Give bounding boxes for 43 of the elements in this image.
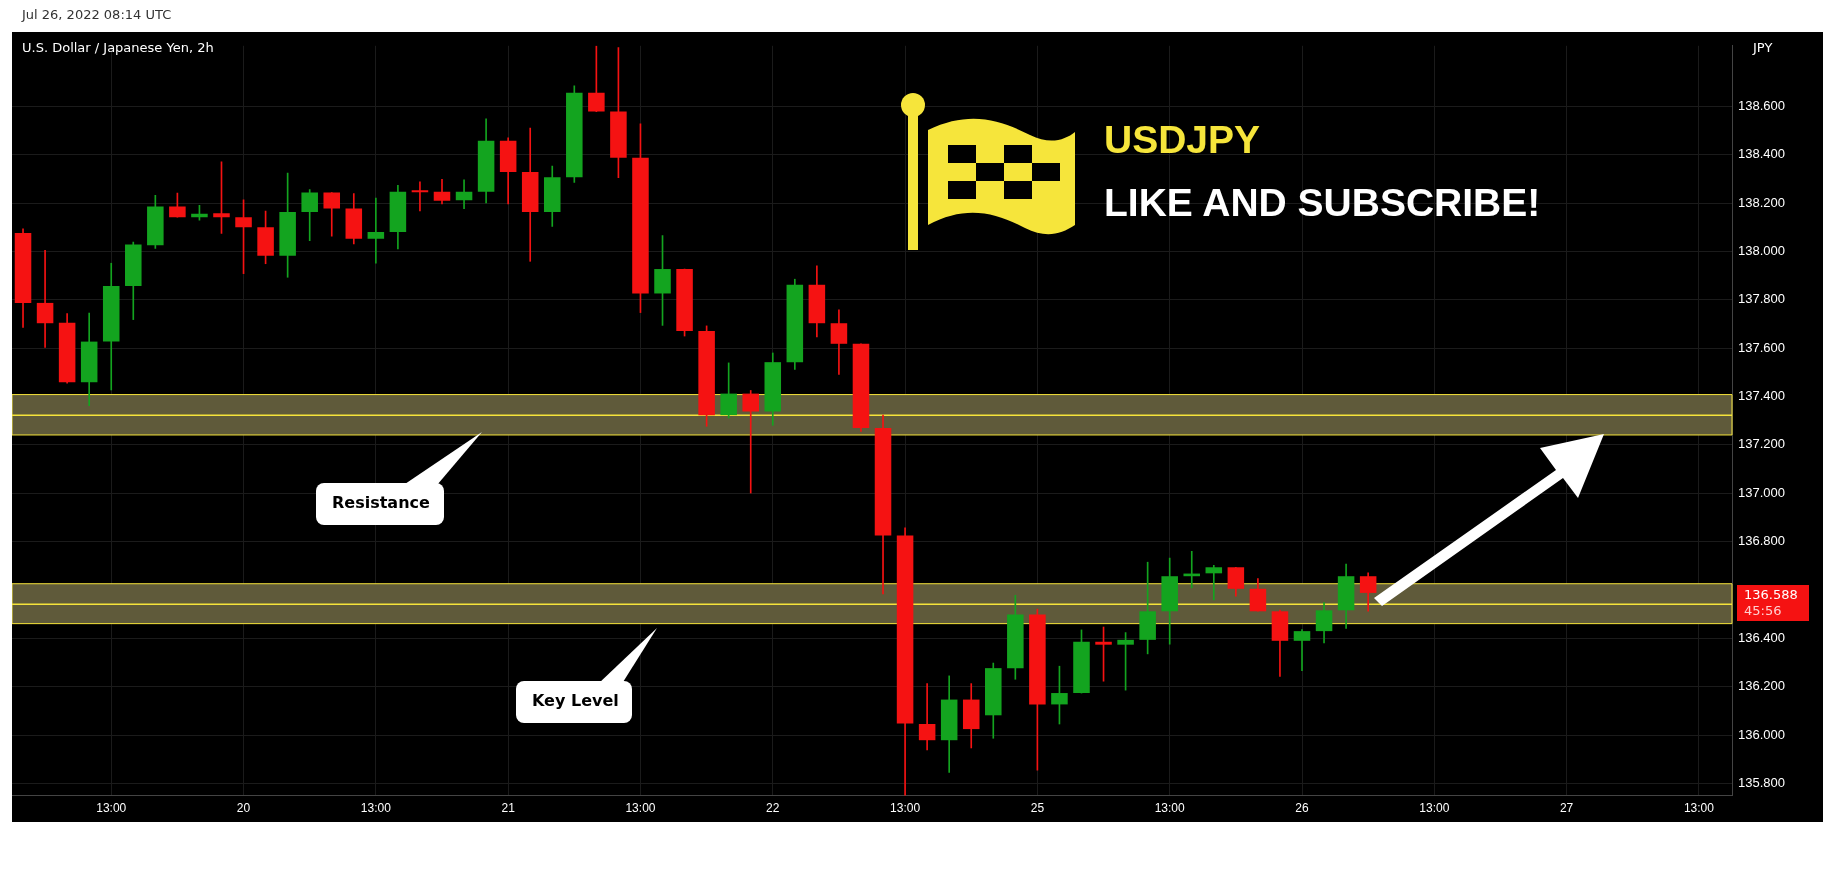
candlestick xyxy=(367,197,385,264)
y-tick-label: 137.400 xyxy=(1738,388,1785,404)
text: 136.588 xyxy=(1744,587,1798,602)
x-tick-label: 13:00 xyxy=(360,801,392,816)
annotation: Resistance xyxy=(331,492,431,514)
y-tick-label: 138.400 xyxy=(1738,146,1785,162)
x-tick-label: 13:00 xyxy=(1154,801,1186,816)
y-tick-label: 137.600 xyxy=(1738,339,1785,355)
x-tick-label: 13:00 xyxy=(1683,801,1715,816)
x-tick-label: 13:00 xyxy=(890,801,921,816)
annotation: LIKE AND SUBSCRIBE! xyxy=(1104,181,1541,225)
text: 45:56 xyxy=(1744,603,1782,618)
x-tick-label: 13:00 xyxy=(625,801,656,816)
y-tick-label: 138.200 xyxy=(1738,194,1785,210)
y-tick-label: 137.800 xyxy=(1738,291,1785,307)
y-tick-label: 138.000 xyxy=(1738,242,1785,258)
candlestick xyxy=(36,250,54,348)
y-tick-label: 137.000 xyxy=(1738,484,1785,500)
y-tick-label: 136.800 xyxy=(1738,533,1785,549)
y-axis-title: JPY xyxy=(1753,40,1773,55)
y-tick-label: 137.200 xyxy=(1738,436,1785,452)
annotation: USDJPY xyxy=(1104,118,1261,162)
x-tick-label: 26 xyxy=(1295,801,1309,816)
text: Jul 26, 2022 08:14 UTC xyxy=(22,7,172,22)
chart-title: U.S. Dollar / Japanese Yen, 2h xyxy=(22,40,214,55)
x-tick-label: 13:00 xyxy=(96,801,127,816)
annotation: Key Level xyxy=(531,690,620,712)
x-tick-label: 27 xyxy=(1559,801,1574,816)
candlestick xyxy=(918,683,936,751)
x-tick-label: 13:00 xyxy=(1419,801,1450,816)
y-tick-label: 135.800 xyxy=(1738,775,1785,791)
x-tick-label: 22 xyxy=(766,801,780,816)
candlestick xyxy=(1293,629,1311,671)
x-tick-label: 25 xyxy=(1030,801,1045,816)
y-tick-label: 136.400 xyxy=(1738,629,1785,645)
y-tick-label: 136.200 xyxy=(1738,678,1785,694)
x-tick-label: 21 xyxy=(501,801,516,816)
y-tick-label: 138.600 xyxy=(1738,97,1785,113)
candlestick xyxy=(411,181,429,212)
candlestick xyxy=(1205,565,1223,601)
y-tick-label: 136.000 xyxy=(1738,726,1785,742)
x-tick-label: 20 xyxy=(236,801,251,816)
candlestick xyxy=(742,390,759,494)
